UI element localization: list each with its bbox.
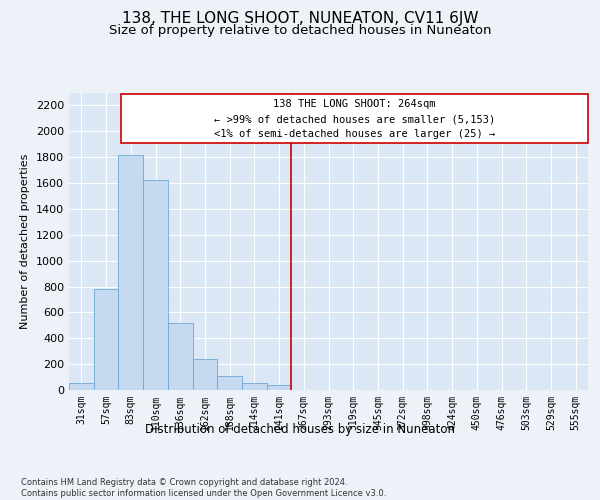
Bar xyxy=(69,383,94,390)
Bar xyxy=(94,289,118,390)
Y-axis label: Number of detached properties: Number of detached properties xyxy=(20,154,31,329)
Bar xyxy=(168,322,193,390)
Bar xyxy=(242,383,267,390)
Bar xyxy=(193,359,217,390)
Bar xyxy=(143,180,168,390)
Bar xyxy=(267,386,292,390)
Text: <1% of semi-detached houses are larger (25) →: <1% of semi-detached houses are larger (… xyxy=(214,129,495,139)
Text: Size of property relative to detached houses in Nuneaton: Size of property relative to detached ho… xyxy=(109,24,491,37)
Text: ← >99% of detached houses are smaller (5,153): ← >99% of detached houses are smaller (5… xyxy=(214,114,495,124)
Bar xyxy=(217,376,242,390)
Text: 138 THE LONG SHOOT: 264sqm: 138 THE LONG SHOOT: 264sqm xyxy=(273,99,436,109)
FancyBboxPatch shape xyxy=(121,94,588,143)
Bar xyxy=(118,154,143,390)
Text: Distribution of detached houses by size in Nuneaton: Distribution of detached houses by size … xyxy=(145,422,455,436)
Text: Contains HM Land Registry data © Crown copyright and database right 2024.
Contai: Contains HM Land Registry data © Crown c… xyxy=(21,478,386,498)
Text: 138, THE LONG SHOOT, NUNEATON, CV11 6JW: 138, THE LONG SHOOT, NUNEATON, CV11 6JW xyxy=(122,11,478,26)
